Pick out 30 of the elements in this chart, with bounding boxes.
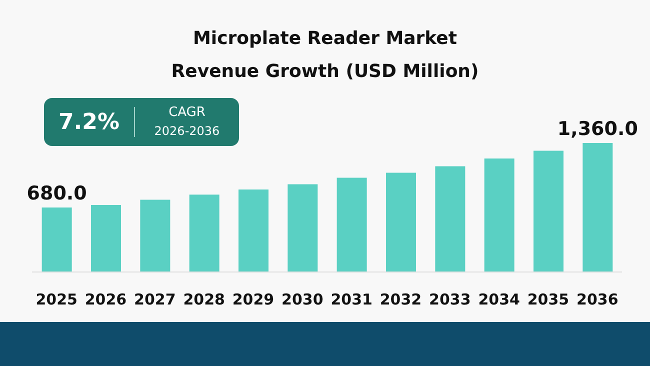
bar xyxy=(582,143,613,272)
x-tick-label: 2028 xyxy=(183,290,225,309)
bar xyxy=(140,200,170,272)
text: 7.2% xyxy=(57,110,120,134)
x-tick-label: 2032 xyxy=(380,290,422,309)
data-label: 680.0 xyxy=(26,182,87,204)
bar xyxy=(336,178,367,272)
bar xyxy=(42,208,72,272)
bar xyxy=(238,189,268,272)
bar xyxy=(91,204,121,272)
bar xyxy=(189,194,220,272)
x-tick-label: 2026 xyxy=(84,290,127,309)
x-tick-label: 2025 xyxy=(36,290,78,309)
bar xyxy=(534,150,564,272)
x-tick-label: 2031 xyxy=(330,290,372,309)
x-tick-label: 2033 xyxy=(429,290,471,309)
text: CAGR xyxy=(168,104,206,122)
x-tick-label: 2029 xyxy=(232,290,274,309)
chart-title: Microplate Reader Market Revenue Growth (USD Million) xyxy=(170,27,480,84)
bar xyxy=(288,184,318,272)
x-tick-label: 2030 xyxy=(282,290,324,309)
text: 2026-2036 xyxy=(153,123,221,140)
bar xyxy=(484,158,514,272)
data-label: 1,360.0 xyxy=(557,118,638,140)
bar xyxy=(386,172,416,272)
x-tick-label: 2027 xyxy=(134,290,176,309)
x-tick-label: 2036 xyxy=(576,290,618,309)
x-tick-label: 2034 xyxy=(478,290,520,309)
bar xyxy=(435,166,466,272)
x-tick-label: 2035 xyxy=(527,290,570,309)
